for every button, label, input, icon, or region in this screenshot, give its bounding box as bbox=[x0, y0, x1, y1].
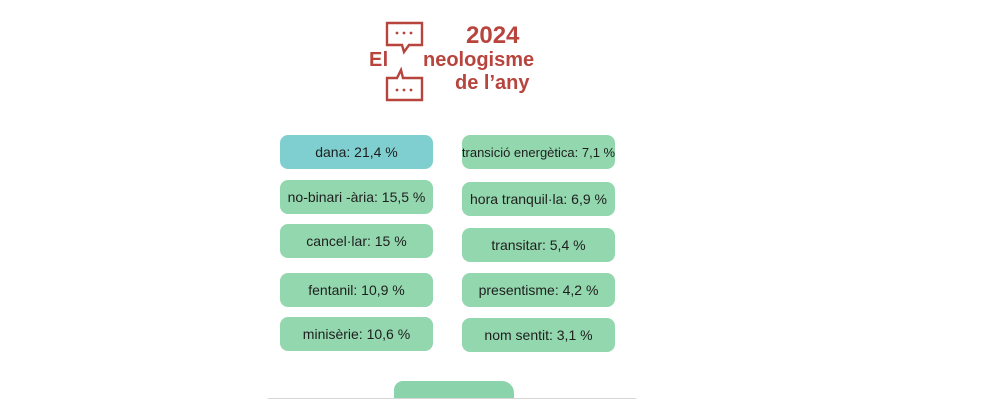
result-pill-no-binari: no-binari -ària: 15,5 % bbox=[280, 180, 433, 214]
result-pill-miniserie: minisèrie: 10,6 % bbox=[280, 317, 433, 351]
result-pill-nom-sentit: nom sentit: 3,1 % bbox=[462, 318, 615, 352]
divider bbox=[268, 398, 636, 399]
result-pill-dana: dana: 21,4 % bbox=[280, 135, 433, 169]
logo-word-el: El bbox=[369, 49, 389, 71]
result-pill-hora-tranquilla: hora tranquil·la: 6,9 % bbox=[462, 182, 615, 216]
result-pill-fentanil: fentanil: 10,9 % bbox=[280, 273, 433, 307]
logo-word-de-lany: de l’any bbox=[455, 72, 530, 94]
result-pill-presentisme: presentisme: 4,2 % bbox=[462, 273, 615, 307]
result-pill-transicio-energetica: transició energètica: 7,1 % bbox=[462, 135, 615, 169]
title-logo: El 2024 neologisme de l’any bbox=[0, 0, 993, 110]
result-pill-transitar: transitar: 5,4 % bbox=[462, 228, 615, 262]
logo-word-neologisme: neologisme bbox=[423, 49, 535, 71]
speech-bubbles-icon bbox=[385, 21, 424, 102]
logo-year: 2024 bbox=[466, 22, 520, 49]
result-pill-cancellar: cancel·lar: 15 % bbox=[280, 224, 433, 258]
decorative-blob bbox=[394, 381, 514, 399]
